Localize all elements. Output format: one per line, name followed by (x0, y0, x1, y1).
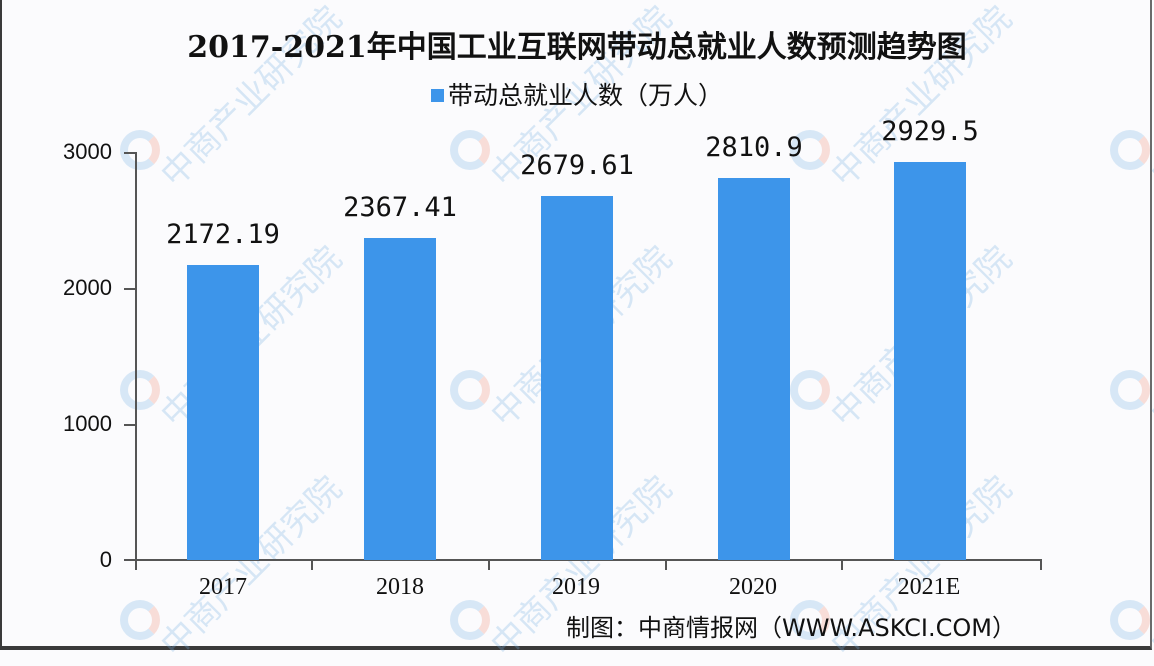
x-axis-line (135, 559, 1042, 561)
bar-value-label: 2810.9 (705, 132, 803, 163)
x-tick (841, 560, 843, 570)
y-tick (124, 288, 136, 290)
x-tick (1040, 560, 1042, 570)
bar (364, 238, 436, 560)
x-tick-label: 2021E (897, 574, 961, 600)
x-tick (135, 560, 137, 570)
y-tick-label: 3000 (63, 139, 112, 164)
bar (718, 178, 790, 560)
legend: 带动总就业人数（万人） (0, 76, 1154, 112)
bar-value-label: 2929.5 (881, 116, 979, 147)
legend-swatch-icon (430, 89, 444, 102)
x-tick-label: 2020 (729, 574, 777, 600)
bar (541, 196, 613, 560)
bar-value-label: 2679.61 (520, 150, 634, 181)
y-tick (124, 559, 136, 561)
y-tick-label: 1000 (63, 411, 112, 436)
x-tick (488, 560, 490, 570)
y-tick (124, 152, 136, 154)
source-credit: 制图：中商情报网（WWW.ASKCI.COM） (566, 614, 1016, 642)
y-tick (124, 424, 136, 426)
y-tick-label: 2000 (63, 275, 112, 300)
bar (894, 162, 966, 560)
y-axis-line (135, 152, 137, 561)
bar-value-label: 2172.19 (166, 219, 280, 250)
x-tick-label: 2018 (376, 574, 424, 600)
y-tick-label: 0 (99, 547, 112, 572)
x-tick-label: 2019 (552, 574, 600, 600)
legend-label: 带动总就业人数（万人） (447, 81, 723, 110)
x-tick (311, 560, 313, 570)
x-tick (665, 560, 667, 570)
chart-title: 2017-2021年中国工业互联网带动总就业人数预测趋势图 (187, 30, 967, 65)
bar (187, 265, 259, 560)
chart-frame (0, 0, 1152, 650)
bar-value-label: 2367.41 (343, 192, 457, 223)
x-tick-label: 2017 (199, 574, 247, 600)
